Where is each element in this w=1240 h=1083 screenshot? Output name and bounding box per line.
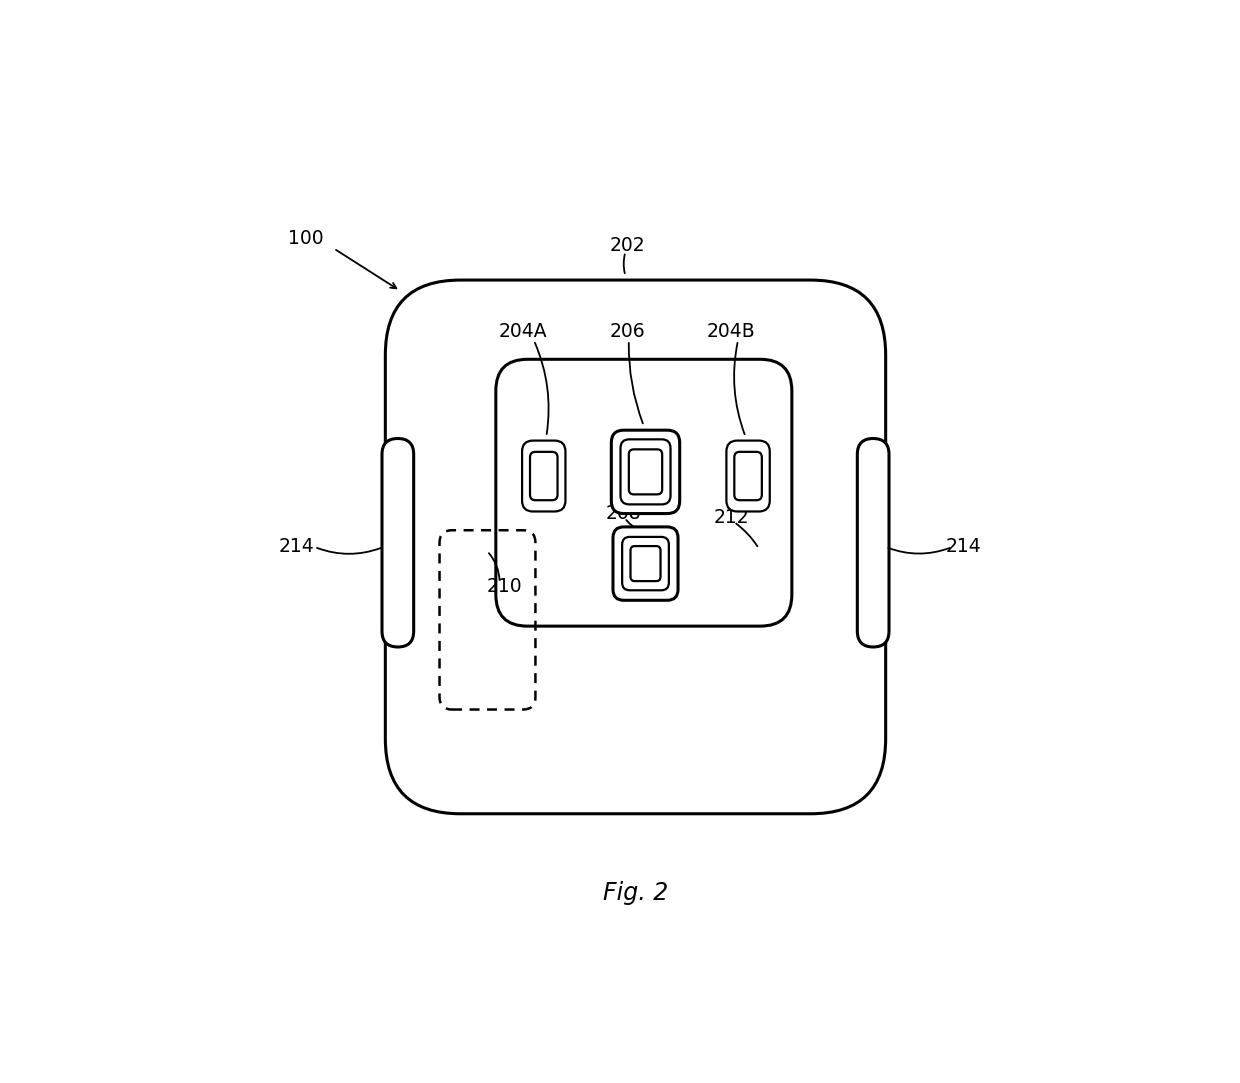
- Text: Fig. 2: Fig. 2: [603, 880, 668, 905]
- Text: 202: 202: [609, 235, 645, 255]
- Text: 204B: 204B: [707, 323, 755, 341]
- FancyBboxPatch shape: [629, 449, 662, 494]
- FancyBboxPatch shape: [382, 439, 414, 647]
- Text: 100: 100: [288, 229, 324, 248]
- FancyBboxPatch shape: [727, 441, 770, 511]
- Text: 204A: 204A: [498, 323, 547, 341]
- Text: 210: 210: [487, 577, 522, 597]
- FancyBboxPatch shape: [630, 546, 661, 582]
- Text: 212: 212: [713, 508, 749, 527]
- FancyBboxPatch shape: [857, 439, 889, 647]
- FancyBboxPatch shape: [496, 360, 792, 626]
- FancyBboxPatch shape: [611, 430, 680, 513]
- FancyBboxPatch shape: [734, 452, 761, 500]
- Text: 214: 214: [278, 537, 314, 557]
- FancyBboxPatch shape: [522, 441, 565, 511]
- Text: 208: 208: [605, 504, 641, 523]
- FancyBboxPatch shape: [529, 452, 558, 500]
- FancyBboxPatch shape: [386, 280, 885, 813]
- FancyBboxPatch shape: [622, 537, 668, 590]
- Text: 206: 206: [609, 323, 645, 341]
- FancyBboxPatch shape: [613, 527, 678, 600]
- Text: 214: 214: [945, 537, 981, 557]
- FancyBboxPatch shape: [620, 440, 671, 505]
